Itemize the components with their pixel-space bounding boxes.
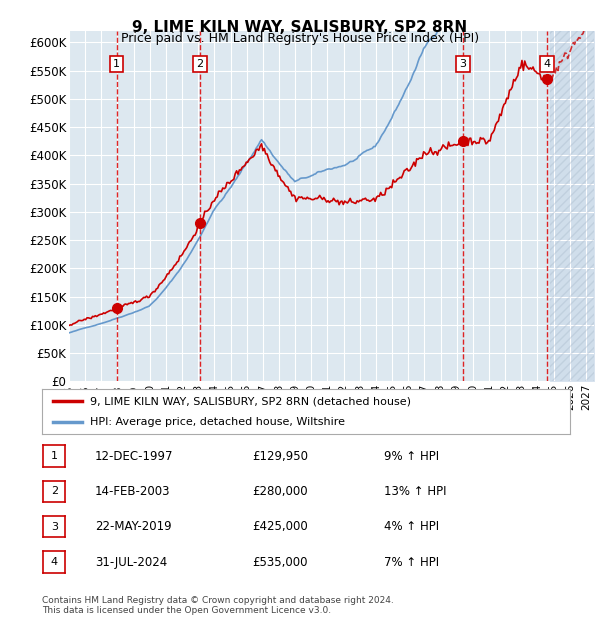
Text: HPI: Average price, detached house, Wiltshire: HPI: Average price, detached house, Wilt… bbox=[89, 417, 344, 427]
Text: 2: 2 bbox=[51, 486, 58, 497]
Text: 22-MAY-2019: 22-MAY-2019 bbox=[95, 520, 172, 533]
Text: £129,950: £129,950 bbox=[252, 450, 308, 463]
Text: 12-DEC-1997: 12-DEC-1997 bbox=[95, 450, 173, 463]
Text: 7% ↑ HPI: 7% ↑ HPI bbox=[384, 556, 439, 569]
Text: £280,000: £280,000 bbox=[252, 485, 308, 498]
Text: 13% ↑ HPI: 13% ↑ HPI bbox=[384, 485, 446, 498]
Text: £535,000: £535,000 bbox=[252, 556, 308, 569]
Text: Contains HM Land Registry data © Crown copyright and database right 2024.
This d: Contains HM Land Registry data © Crown c… bbox=[42, 596, 394, 615]
Bar bbox=[550, 31, 594, 381]
Text: 4: 4 bbox=[543, 60, 550, 69]
Text: Price paid vs. HM Land Registry's House Price Index (HPI): Price paid vs. HM Land Registry's House … bbox=[121, 32, 479, 45]
Text: 31-JUL-2024: 31-JUL-2024 bbox=[95, 556, 167, 569]
Text: 4: 4 bbox=[51, 557, 58, 567]
Text: 14-FEB-2003: 14-FEB-2003 bbox=[95, 485, 170, 498]
Text: 1: 1 bbox=[51, 451, 58, 461]
Text: 3: 3 bbox=[51, 521, 58, 532]
Text: 9% ↑ HPI: 9% ↑ HPI bbox=[384, 450, 439, 463]
Text: 3: 3 bbox=[460, 60, 466, 69]
Text: 1: 1 bbox=[113, 60, 120, 69]
Text: 2: 2 bbox=[197, 60, 204, 69]
Text: 9, LIME KILN WAY, SALISBURY, SP2 8RN (detached house): 9, LIME KILN WAY, SALISBURY, SP2 8RN (de… bbox=[89, 396, 410, 407]
Text: 4% ↑ HPI: 4% ↑ HPI bbox=[384, 520, 439, 533]
Text: 9, LIME KILN WAY, SALISBURY, SP2 8RN: 9, LIME KILN WAY, SALISBURY, SP2 8RN bbox=[133, 20, 467, 35]
Text: £425,000: £425,000 bbox=[252, 520, 308, 533]
